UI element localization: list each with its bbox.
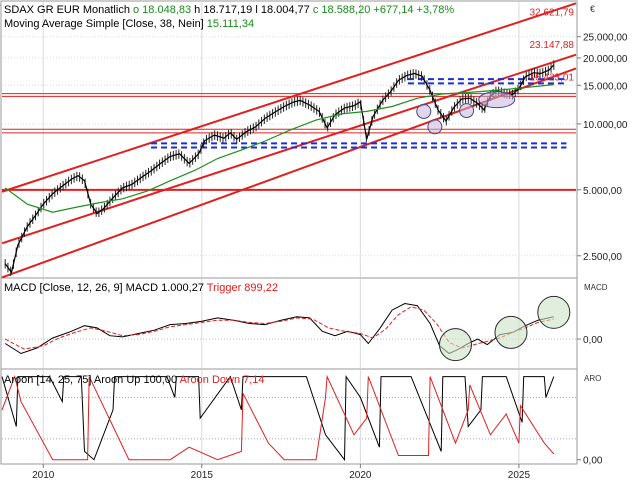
macd-params: [Close, 12, 26, 9] bbox=[39, 282, 125, 294]
x-axis: 2010 2015 2020 2025 bbox=[32, 464, 530, 480]
level-label-0: 32.621,79 bbox=[530, 7, 575, 18]
macd-highlight-circle-1 bbox=[494, 315, 528, 349]
y-tick-label-20.000,00: 20.000,00 bbox=[583, 54, 628, 65]
change-percent: +3,78% bbox=[417, 4, 455, 16]
ma-params: [Close, 38, Nein] bbox=[122, 18, 206, 30]
aroon-up-line bbox=[1, 375, 555, 462]
aroon-y-tick-label: 0,00 bbox=[583, 456, 603, 467]
price-annotations: 32.621,79 23.147,88 16.423,01 bbox=[530, 7, 575, 83]
channel-upper-line bbox=[1, 2, 577, 193]
y-tick-label-10.000,00: 10.000,00 bbox=[583, 120, 628, 131]
macd-highlight-circles bbox=[438, 295, 571, 362]
high-value: h 18.717,19 bbox=[194, 4, 255, 16]
price-gridlines bbox=[2, 2, 576, 277]
aroon-y-axis: 0,00 bbox=[577, 456, 603, 467]
macd-header: MACD [Close, 12, 26, 9] MACD 1.000,27 Tr… bbox=[4, 282, 278, 294]
close-line bbox=[4, 64, 555, 274]
price-y-axis: 2.500,00 5.000,00 10.000,00 15.000,00 20.000… bbox=[577, 33, 628, 263]
highlight-ellipses bbox=[416, 91, 516, 135]
macd-y-axis: 0,00 bbox=[577, 335, 603, 346]
aroon-up-value: Aroon Up 100,00 bbox=[94, 374, 180, 386]
symbol-name: SDAX GR EUR bbox=[4, 4, 83, 16]
macd-name: MACD bbox=[4, 282, 39, 294]
y-tick-label-25.000,00: 25.000,00 bbox=[583, 33, 628, 44]
low-value: l 18.004,77 bbox=[255, 4, 313, 16]
aroon-header: Aroon [14, 25, 75] Aroon Up 100,00 Aroon… bbox=[4, 374, 265, 386]
price-series bbox=[4, 60, 555, 277]
level-label-2: 16.423,01 bbox=[530, 73, 575, 84]
highlight-ellipse-3 bbox=[478, 91, 516, 109]
aroon-down-value: Aroon Down 7,14 bbox=[180, 374, 265, 386]
close-value: c 18.588,20 bbox=[313, 4, 374, 16]
ma-value: 15.111,34 bbox=[207, 18, 254, 30]
y-tick-label-15.000,00: 15.000,00 bbox=[583, 81, 628, 92]
moving-average-line bbox=[4, 84, 554, 213]
x-tick-label-2010: 2010 bbox=[32, 470, 55, 480]
macd-highlight-circle-0 bbox=[438, 328, 472, 362]
highlight-ellipse-1 bbox=[427, 119, 443, 135]
macd-axis-label: MACD bbox=[584, 283, 608, 292]
x-tick-label-2025: 2025 bbox=[508, 470, 531, 480]
aroon-series bbox=[1, 374, 555, 462]
highlight-ellipse-2 bbox=[459, 103, 475, 119]
channel-middle-line bbox=[1, 53, 577, 245]
level-label-1: 23.147,88 bbox=[530, 40, 575, 51]
trigger-line bbox=[4, 306, 554, 350]
macd-value: MACD 1.000,27 bbox=[126, 282, 207, 294]
aroon-down-line bbox=[1, 374, 555, 461]
currency-marker: € bbox=[590, 4, 595, 14]
y-tick-label-5.000,00: 5.000,00 bbox=[583, 186, 622, 197]
interval-label: Monatlich bbox=[83, 4, 133, 16]
x-tick-label-2020: 2020 bbox=[349, 470, 372, 480]
open-value: o 18.048,83 bbox=[133, 4, 194, 16]
x-tick-label-2015: 2015 bbox=[191, 470, 214, 480]
macd-highlight-circle-2 bbox=[537, 295, 571, 329]
aroon-panel-frame bbox=[0, 368, 578, 465]
trigger-value: Trigger 899,22 bbox=[207, 282, 278, 294]
aroon-params: [14, 25, 75] bbox=[36, 374, 94, 386]
aroon-axis-label: ARO bbox=[584, 374, 601, 383]
moving-average-header: Moving Average Simple [Close, 38, Nein] … bbox=[4, 18, 254, 30]
ma-name: Moving Average Simple bbox=[4, 18, 122, 30]
price-header: SDAX GR EUR Monatlich o 18.048,83 h 18.7… bbox=[4, 4, 454, 16]
change-value: +677,14 bbox=[373, 4, 416, 16]
y-tick-label-2.500,00: 2.500,00 bbox=[583, 252, 622, 263]
highlight-ellipse-0 bbox=[416, 103, 432, 119]
macd-y-tick-label: 0,00 bbox=[583, 335, 603, 346]
aroon-name: Aroon bbox=[4, 374, 36, 386]
